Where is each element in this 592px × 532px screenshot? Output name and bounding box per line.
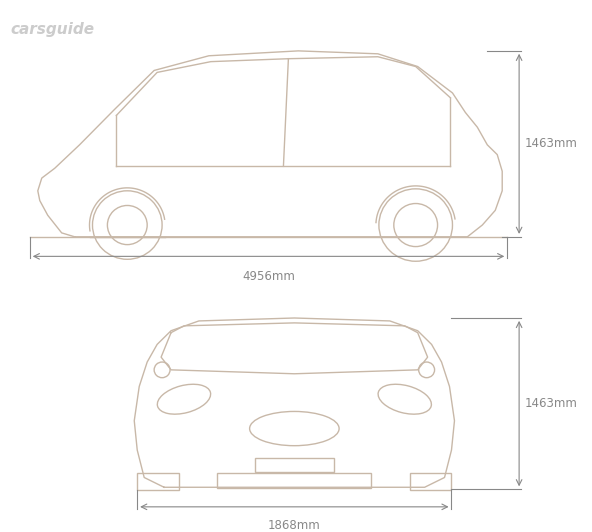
Bar <box>410 472 452 490</box>
Bar <box>255 458 334 471</box>
Text: 4956mm: 4956mm <box>242 270 295 283</box>
Bar <box>137 472 179 490</box>
Text: 1463mm: 1463mm <box>525 137 578 151</box>
Text: carsguide: carsguide <box>10 21 94 37</box>
Text: 1868mm: 1868mm <box>268 519 321 531</box>
Text: 1463mm: 1463mm <box>525 397 578 410</box>
Bar <box>217 472 371 488</box>
